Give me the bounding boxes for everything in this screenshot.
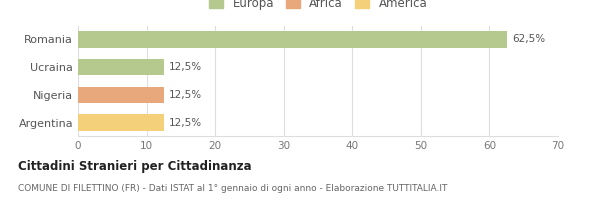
Text: COMUNE DI FILETTINO (FR) - Dati ISTAT al 1° gennaio di ogni anno - Elaborazione : COMUNE DI FILETTINO (FR) - Dati ISTAT al… <box>18 184 448 193</box>
Text: Cittadini Stranieri per Cittadinanza: Cittadini Stranieri per Cittadinanza <box>18 160 251 173</box>
Bar <box>78 114 164 131</box>
Bar <box>78 87 164 103</box>
Bar <box>78 59 164 75</box>
Legend: Europa, Africa, America: Europa, Africa, America <box>209 0 427 10</box>
Text: 62,5%: 62,5% <box>512 34 545 44</box>
Bar <box>78 31 506 48</box>
Text: 12,5%: 12,5% <box>169 118 202 128</box>
Text: 12,5%: 12,5% <box>169 62 202 72</box>
Text: 12,5%: 12,5% <box>169 90 202 100</box>
